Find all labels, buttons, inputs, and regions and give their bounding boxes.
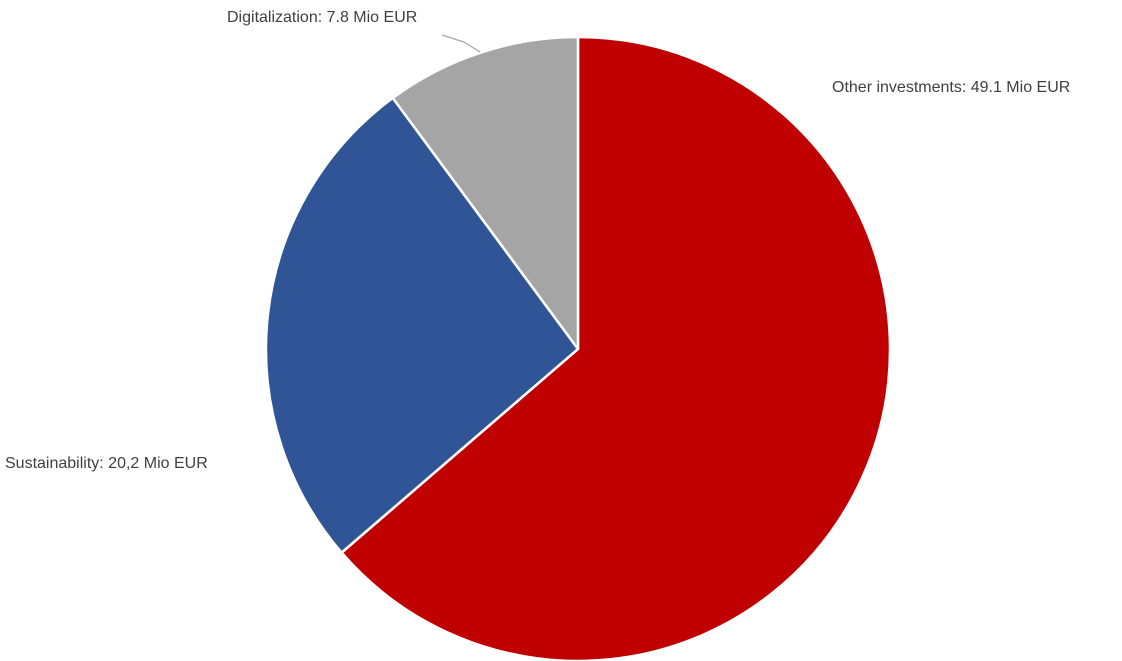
pie-slice-sustainability <box>264 96 580 554</box>
digitalization-label: Digitalization: 7.8 Mio EUR <box>227 9 417 26</box>
digitalization-leader-line <box>441 34 481 53</box>
pie-slice-digitalization <box>391 35 580 351</box>
sustainability-label: Sustainability: 20,2 Mio EUR <box>5 455 208 472</box>
pie-slices <box>264 35 892 661</box>
other-investments-label: Other investments: 49.1 Mio EUR <box>832 79 1070 96</box>
pie-slice-other-investments <box>340 35 892 661</box>
